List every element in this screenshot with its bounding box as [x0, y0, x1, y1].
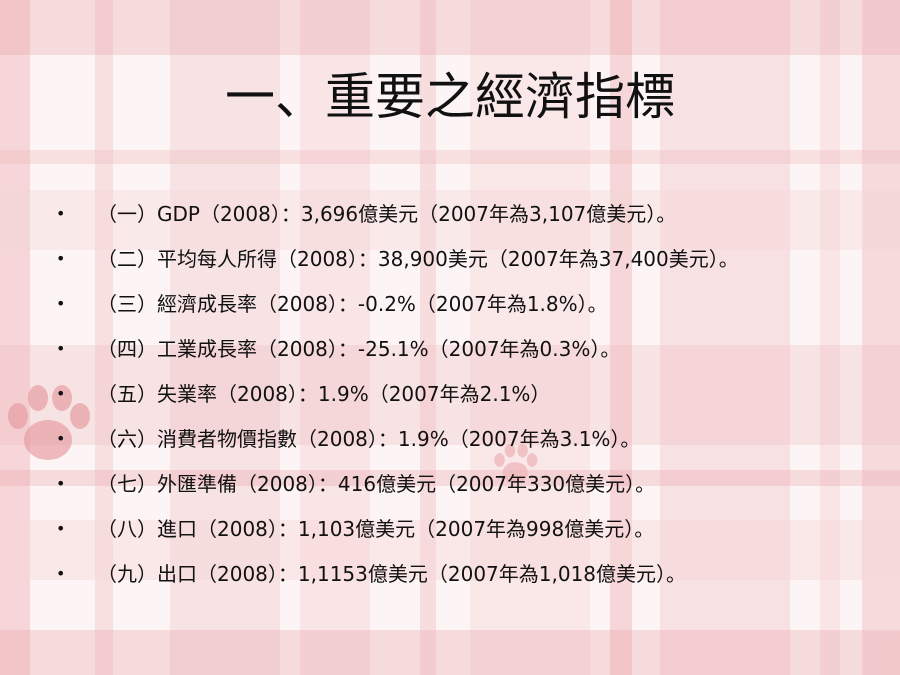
indicator-list: • （一）GDP（2008）：3,696億美元（2007年為3,107億美元）。…: [48, 196, 888, 601]
bullet-icon: •: [56, 564, 66, 583]
plaid-band: [0, 0, 30, 675]
list-item: • （六）消費者物價指數（2008）：1.9%（2007年為3.1%）。: [48, 421, 888, 466]
list-item-text: （一）GDP（2008）：3,696億美元（2007年為3,107億美元）。: [97, 202, 677, 226]
list-item: • （九）出口（2008）：1,1153億美元（2007年為1,018億美元）。: [48, 556, 888, 601]
plaid-band: [862, 0, 900, 675]
list-item-text: （八）進口（2008）：1,103億美元（2007年為998億美元）。: [97, 517, 655, 541]
paw-print-icon: [8, 385, 90, 460]
plaid-band: [820, 0, 840, 675]
plaid-band: [0, 150, 900, 164]
plaid-band: [470, 0, 590, 675]
list-item: • （五）失業率（2008）：1.9%（2007年為2.1%）: [48, 376, 888, 421]
plaid-band: [420, 0, 436, 675]
plaid-band: [610, 0, 632, 675]
list-item-text: （七）外匯準備（2008）：416億美元（2007年330億美元）。: [97, 472, 656, 496]
list-item: • （八）進口（2008）：1,103億美元（2007年為998億美元）。: [48, 511, 888, 556]
bullet-icon: •: [56, 249, 66, 268]
bullet-icon: •: [56, 429, 66, 448]
list-item: • （四）工業成長率（2008）：-25.1%（2007年為0.3%）。: [48, 331, 888, 376]
plaid-band: [0, 630, 900, 675]
bullet-icon: •: [56, 474, 66, 493]
list-item-text: （四）工業成長率（2008）：-25.1%（2007年為0.3%）。: [97, 337, 621, 361]
list-item: • （二）平均每人所得（2008）：38,900美元（2007年為37,400美…: [48, 241, 888, 286]
plaid-band: [0, 0, 900, 55]
plaid-band: [660, 0, 790, 675]
plaid-band: [0, 345, 900, 445]
bullet-icon: •: [56, 294, 66, 313]
list-item-text: （三）經濟成長率（2008）：-0.2%（2007年為1.8%）。: [97, 292, 608, 316]
list-item: • （一）GDP（2008）：3,696億美元（2007年為3,107億美元）。: [48, 196, 888, 241]
list-item: • （三）經濟成長率（2008）：-0.2%（2007年為1.8%）。: [48, 286, 888, 331]
list-item-text: （五）失業率（2008）：1.9%（2007年為2.1%）: [97, 382, 551, 406]
bullet-icon: •: [56, 519, 66, 538]
list-item-text: （二）平均每人所得（2008）：38,900美元（2007年為37,400美元）…: [97, 247, 739, 271]
plaid-band: [0, 520, 900, 580]
list-item-text: （六）消費者物價指數（2008）：1.9%（2007年為3.1%）。: [97, 427, 641, 451]
list-item-text: （九）出口（2008）：1,1153億美元（2007年為1,018億美元）。: [97, 562, 687, 586]
bullet-icon: •: [56, 339, 66, 358]
slide-title: 一、重要之經濟指標: [225, 68, 675, 126]
plaid-band: [95, 0, 113, 675]
plaid-band: [170, 0, 280, 675]
list-item: • （七）外匯準備（2008）：416億美元（2007年330億美元）。: [48, 466, 888, 511]
bullet-icon: •: [56, 204, 66, 223]
plaid-band: [0, 190, 900, 250]
plaid-band: [300, 0, 370, 675]
bullet-icon: •: [56, 384, 66, 403]
plaid-band: [0, 470, 900, 486]
paw-print-icon: [494, 443, 538, 484]
